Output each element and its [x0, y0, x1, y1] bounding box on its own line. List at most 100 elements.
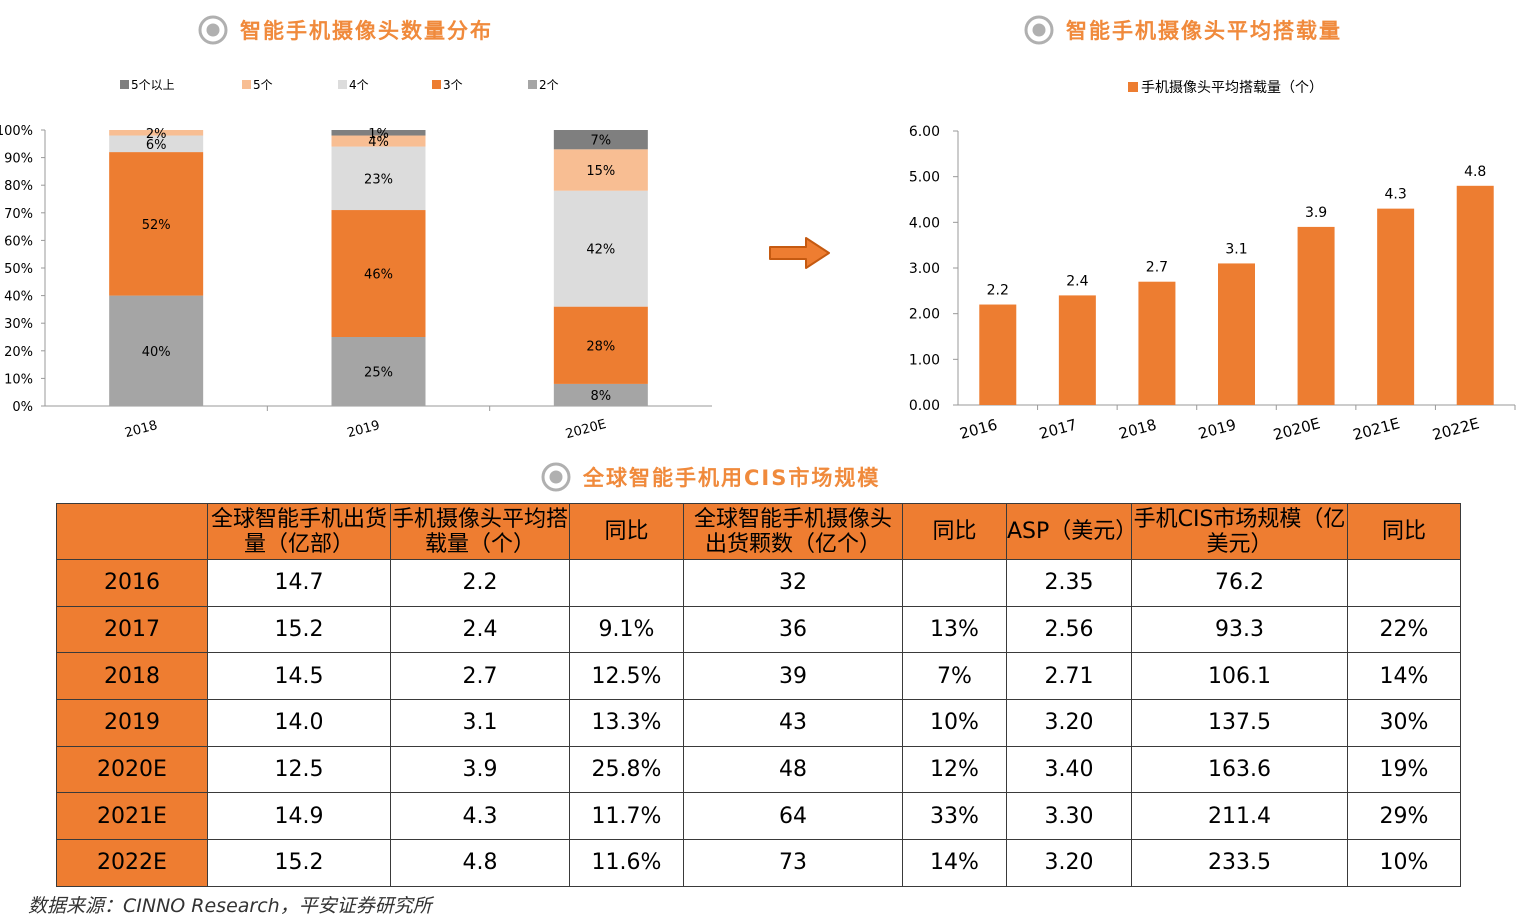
x-tick-label: 2020E — [1271, 414, 1322, 444]
table-row: 2021E 14.9 4.3 11.7% 64 33% 3.30 211.4 29% — [56, 792, 1461, 841]
year-cell: 2022E — [56, 839, 208, 887]
stack-segment — [331, 130, 426, 136]
table-row: 2020E 12.5 3.9 25.8% 48 12% 3.40 163.6 19% — [56, 745, 1461, 794]
year-cell: 2017 — [56, 605, 208, 654]
table-cell: 7% — [902, 652, 1007, 701]
data-label: 40% — [142, 345, 171, 360]
stack-segment — [109, 295, 204, 406]
stack-segment — [553, 130, 648, 150]
table-cell: 2.2 — [390, 559, 570, 607]
table-cell: 14.5 — [207, 652, 391, 701]
bar — [1297, 226, 1335, 405]
table-row: 2018 14.5 2.7 12.5% 39 7% 2.71 106.1 14% — [56, 652, 1461, 701]
data-label: 6% — [146, 138, 167, 153]
x-tick-label: 2019 — [1196, 416, 1238, 443]
y-tick-label: 20% — [4, 345, 33, 360]
table-cell: 211.4 — [1131, 792, 1348, 841]
data-label: 4.3 — [1385, 187, 1407, 203]
stack-segment — [331, 135, 426, 147]
data-label: 52% — [142, 218, 171, 233]
table-cell: 11.7% — [569, 792, 684, 841]
table-cell: 36 — [683, 605, 903, 654]
table-cell — [1347, 559, 1461, 607]
table-cell: 93.3 — [1131, 605, 1348, 654]
stack-segment — [109, 135, 204, 153]
data-label: 1% — [368, 127, 389, 142]
stack-segment — [553, 306, 648, 384]
header-cell: 全球智能手机摄像头出货颗数（亿个） — [683, 503, 903, 560]
x-tick-label: 2017 — [1037, 416, 1079, 443]
table-row: 2019 14.0 3.1 13.3% 43 10% 3.20 137.5 30% — [56, 699, 1461, 747]
table-cell: 14.9 — [207, 792, 391, 841]
y-tick-label: 0.00 — [909, 398, 940, 414]
table-cell: 30% — [1347, 699, 1461, 747]
left-chart-title: 智能手机摄像头数量分布 — [198, 15, 493, 45]
bar — [1456, 185, 1494, 405]
table-cell: 10% — [902, 699, 1007, 747]
legend-swatch — [1128, 82, 1138, 92]
legend-label: 2个 — [539, 78, 559, 92]
table-cell: 2.35 — [1006, 559, 1132, 607]
table-cell: 3.20 — [1006, 699, 1132, 747]
table-cell: 43 — [683, 699, 903, 747]
table-cell: 15.2 — [207, 839, 391, 887]
data-label: 2.7 — [1146, 260, 1168, 276]
legend-swatch — [432, 80, 441, 89]
legend-label: 3个 — [443, 78, 463, 92]
y-tick-label: 70% — [4, 207, 33, 222]
bar — [1058, 295, 1096, 405]
table-cell: 4.3 — [390, 792, 570, 841]
header-cell — [56, 503, 208, 560]
stack-segment — [109, 130, 204, 136]
table-cell: 14.7 — [207, 559, 391, 607]
x-tick-label: 2020E — [564, 417, 608, 442]
bar — [1138, 281, 1176, 405]
table-cell: 137.5 — [1131, 699, 1348, 747]
right-arrow-icon — [769, 237, 830, 269]
table-cell: 3.1 — [390, 699, 570, 747]
data-label: 3.1 — [1225, 241, 1247, 257]
x-tick-label: 2022E — [1431, 414, 1482, 444]
data-label: 2.2 — [987, 283, 1009, 299]
legend-swatch — [242, 80, 251, 89]
camera-count-stacked-chart: 0% 10% 20% 30% 40% 50% 60% 70% 80% 90% 100% 40% 52% 6… — [0, 78, 712, 442]
bar — [1377, 208, 1415, 405]
data-label: 4.8 — [1464, 164, 1486, 180]
table-cell: 12.5 — [207, 745, 391, 794]
table-cell: 12.5% — [569, 652, 684, 701]
data-label: 8% — [591, 389, 612, 404]
table-cell: 13% — [902, 605, 1007, 654]
avg-camera-bar-chart: 0.00 1.00 2.00 3.00 4.00 5.00 6.00 2.2 2016 2.4 20… — [909, 80, 1516, 444]
table-cell: 2.71 — [1006, 652, 1132, 701]
x-tick-label: 2019 — [346, 418, 382, 441]
table-cell: 12% — [902, 745, 1007, 794]
table-cell: 14% — [1347, 652, 1461, 701]
table-cell: 33% — [902, 792, 1007, 841]
table-cell: 9.1% — [569, 605, 684, 654]
legend-label: 4个 — [349, 78, 369, 92]
data-label: 7% — [591, 134, 612, 149]
y-tick-label: 100% — [0, 124, 33, 139]
bar — [1218, 263, 1255, 405]
legend-swatch — [120, 80, 129, 89]
header-cell: ASP（美元） — [1006, 503, 1137, 560]
legend-swatch — [528, 80, 537, 89]
table-cell: 11.6% — [569, 839, 684, 887]
header-cell: 全球智能手机出货量（亿部） — [207, 503, 391, 560]
stack-segment — [553, 149, 648, 191]
table-cell: 233.5 — [1131, 839, 1348, 887]
cis-market-table: 全球智能手机出货量（亿部） 手机摄像头平均搭载量（个） 同比 全球智能手机摄像头… — [56, 503, 1461, 887]
y-tick-label: 10% — [4, 372, 33, 387]
table-cell: 76.2 — [1131, 559, 1348, 607]
data-label: 46% — [364, 268, 393, 283]
table-cell: 22% — [1347, 605, 1461, 654]
table-cell: 106.1 — [1131, 652, 1348, 701]
header-cell: 同比 — [902, 503, 1007, 560]
header-cell: 手机CIS市场规模（亿美元） — [1131, 503, 1348, 560]
table-row: 2016 14.7 2.2 32 2.35 76.2 — [56, 559, 1461, 607]
table-cell: 3.9 — [390, 745, 570, 794]
x-tick-label: 2016 — [958, 416, 1000, 443]
y-tick-label: 80% — [4, 179, 33, 194]
table-cell: 19% — [1347, 745, 1461, 794]
stack-segment — [553, 383, 648, 406]
